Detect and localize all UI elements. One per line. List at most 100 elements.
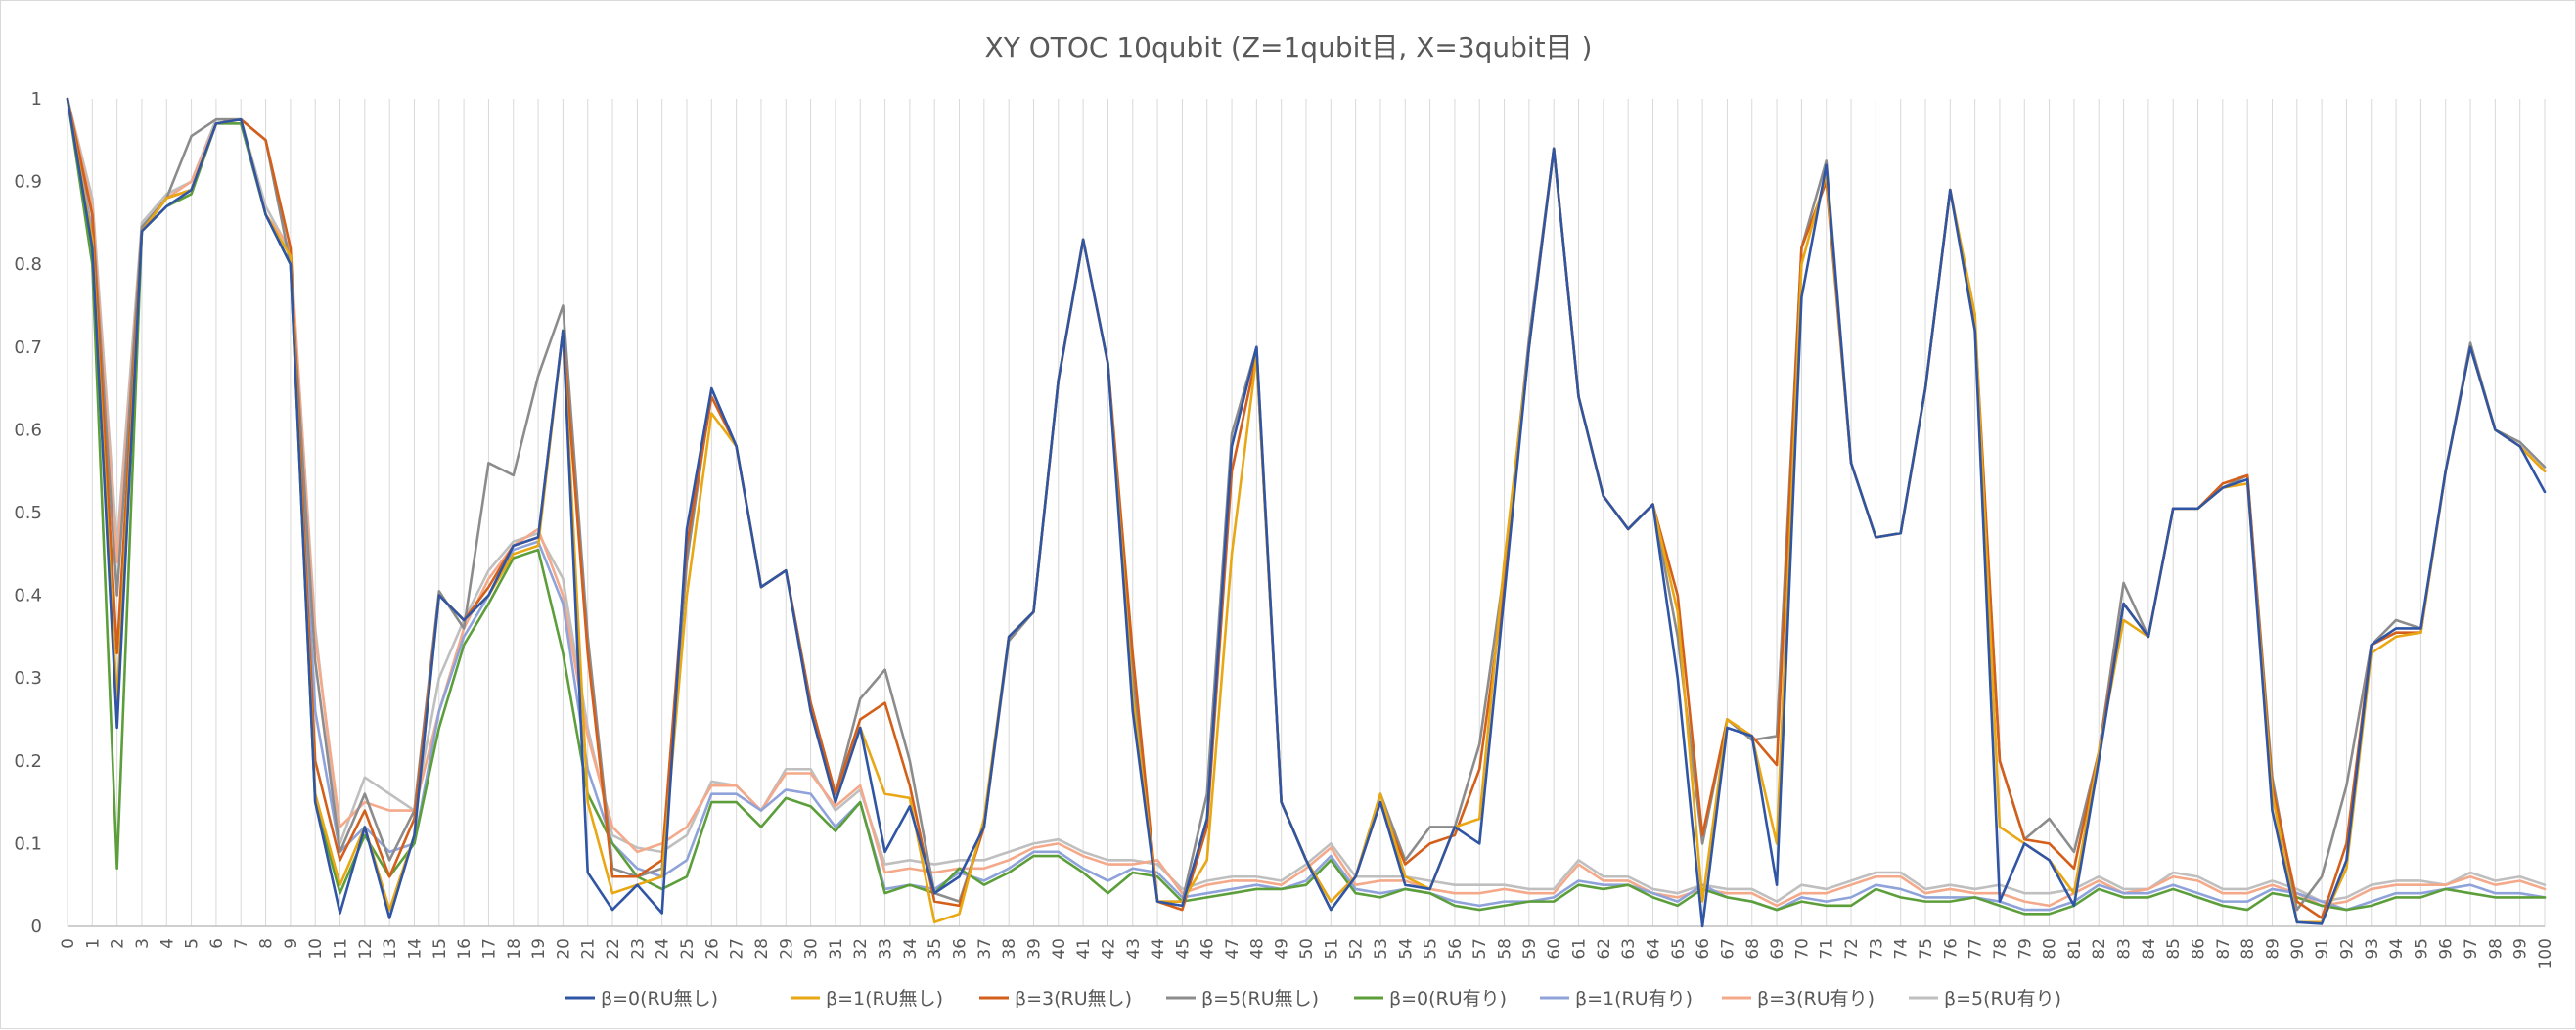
x-axis-ticks: 0 1 2 3 4 5 6 7 8 9 10 11 12 13 14 15 16 17 18 19 20 21 22 23 24… [59, 938, 2555, 969]
x-tick-label: 55 [1422, 938, 1441, 960]
x-tick-label: 25 [678, 938, 698, 960]
x-tick-label: 18 [505, 938, 524, 960]
x-tick-label: 93 [2363, 938, 2382, 960]
x-tick-label: 44 [1149, 938, 1168, 960]
x-tick-label: 69 [1768, 938, 1787, 960]
x-tick-label: 52 [1347, 938, 1367, 960]
x-tick-label: 47 [1223, 938, 1243, 960]
x-tick-label: 4 [158, 938, 177, 949]
x-tick-label: 59 [1520, 938, 1540, 960]
y-tick-label: 1 [31, 89, 42, 110]
x-tick-label: 80 [2041, 938, 2060, 960]
y-tick-label: 0.9 [14, 172, 42, 193]
y-tick-label: 0.4 [14, 586, 42, 606]
x-tick-label: 92 [2337, 938, 2357, 960]
x-tick-label: 67 [1718, 938, 1738, 960]
x-tick-label: 19 [529, 938, 549, 960]
x-tick-label: 12 [356, 938, 376, 960]
legend-label-1: β=1(RU無し) [826, 988, 943, 1009]
x-tick-label: 89 [2263, 938, 2282, 960]
x-tick-label: 79 [2015, 938, 2035, 960]
y-tick-label: 0.3 [14, 668, 42, 689]
x-tick-label: 0 [59, 938, 78, 949]
series-line-7 [66, 97, 2547, 903]
x-tick-label: 65 [1669, 938, 1689, 960]
x-tick-label: 88 [2238, 938, 2258, 960]
x-tick-label: 71 [1818, 938, 1837, 960]
x-tick-label: 86 [2190, 938, 2209, 960]
x-tick-label: 77 [1966, 938, 1986, 960]
x-tick-label: 31 [827, 938, 846, 960]
x-tick-label: 98 [2486, 938, 2506, 960]
x-tick-label: 87 [2214, 938, 2234, 960]
x-tick-label: 21 [579, 938, 599, 960]
x-tick-label: 1 [83, 938, 103, 949]
x-tick-label: 76 [1941, 938, 1961, 960]
y-tick-label: 0.5 [14, 503, 42, 523]
x-tick-label: 74 [1892, 938, 1912, 960]
x-tick-label: 84 [2140, 938, 2159, 960]
chart-title: XY OTOC 10qubit (Z=1qubit目, X=3qubit目 ) [985, 31, 1593, 64]
x-tick-label: 51 [1322, 938, 1341, 960]
y-tick-label: 0.7 [14, 337, 42, 358]
gridlines [67, 99, 2546, 927]
x-tick-label: 30 [802, 938, 822, 960]
y-tick-label: 0.1 [14, 833, 42, 854]
x-tick-label: 85 [2164, 938, 2184, 960]
x-tick-label: 36 [951, 938, 971, 960]
legend-label-4: β=0(RU有り) [1389, 988, 1507, 1009]
x-tick-label: 66 [1694, 938, 1713, 960]
x-tick-label: 64 [1644, 938, 1663, 960]
x-tick-label: 49 [1273, 938, 1292, 960]
x-tick-label: 63 [1619, 938, 1639, 960]
x-tick-label: 13 [381, 938, 400, 960]
x-tick-label: 62 [1595, 938, 1614, 960]
x-tick-label: 11 [332, 938, 351, 960]
legend-label-6: β=3(RU有り) [1757, 988, 1875, 1009]
legend: β=0(RU無し) β=1(RU無し) β=3(RU無し) β=5(RU無し) β=0(… [565, 988, 2061, 1009]
x-tick-label: 6 [207, 938, 227, 949]
x-tick-label: 29 [777, 938, 796, 960]
x-tick-label: 73 [1867, 938, 1886, 960]
x-tick-label: 33 [877, 938, 896, 960]
x-tick-label: 34 [901, 938, 921, 960]
x-tick-label: 7 [232, 938, 251, 949]
x-tick-label: 50 [1297, 938, 1317, 960]
legend-label-3: β=5(RU無し) [1201, 988, 1319, 1009]
x-tick-label: 46 [1198, 938, 1218, 960]
x-tick-label: 61 [1570, 938, 1590, 960]
x-tick-label: 81 [2065, 938, 2085, 960]
series-line-0 [66, 97, 2547, 928]
x-tick-label: 28 [752, 938, 772, 960]
x-tick-label: 48 [1247, 938, 1267, 960]
x-tick-label: 16 [455, 938, 475, 960]
x-tick-label: 35 [926, 938, 945, 960]
x-tick-label: 40 [1050, 938, 1069, 960]
x-tick-label: 99 [2511, 938, 2531, 960]
x-tick-label: 5 [183, 938, 203, 949]
x-tick-label: 100 [2536, 938, 2555, 969]
x-tick-label: 96 [2437, 938, 2457, 960]
x-tick-label: 68 [1743, 938, 1763, 960]
x-tick-label: 22 [604, 938, 623, 960]
series-line-6 [66, 97, 2547, 908]
x-tick-label: 24 [654, 938, 673, 960]
x-tick-label: 41 [1074, 938, 1094, 960]
x-tick-label: 32 [851, 938, 871, 960]
x-tick-label: 54 [1396, 938, 1416, 960]
x-tick-label: 9 [282, 938, 301, 949]
y-tick-label: 0.2 [14, 751, 42, 772]
x-tick-label: 91 [2313, 938, 2332, 960]
legend-label-0: β=0(RU無し) [601, 988, 718, 1009]
x-tick-label: 95 [2412, 938, 2431, 960]
x-tick-label: 58 [1496, 938, 1515, 960]
x-tick-label: 97 [2462, 938, 2481, 960]
x-tick-label: 53 [1372, 938, 1391, 960]
x-tick-label: 57 [1470, 938, 1490, 960]
legend-label-2: β=3(RU無し) [1015, 988, 1132, 1009]
legend-label-7: β=5(RU有り) [1944, 988, 2061, 1009]
x-tick-label: 70 [1792, 938, 1812, 960]
y-tick-label: 0.8 [14, 254, 42, 275]
x-tick-label: 14 [405, 938, 425, 960]
